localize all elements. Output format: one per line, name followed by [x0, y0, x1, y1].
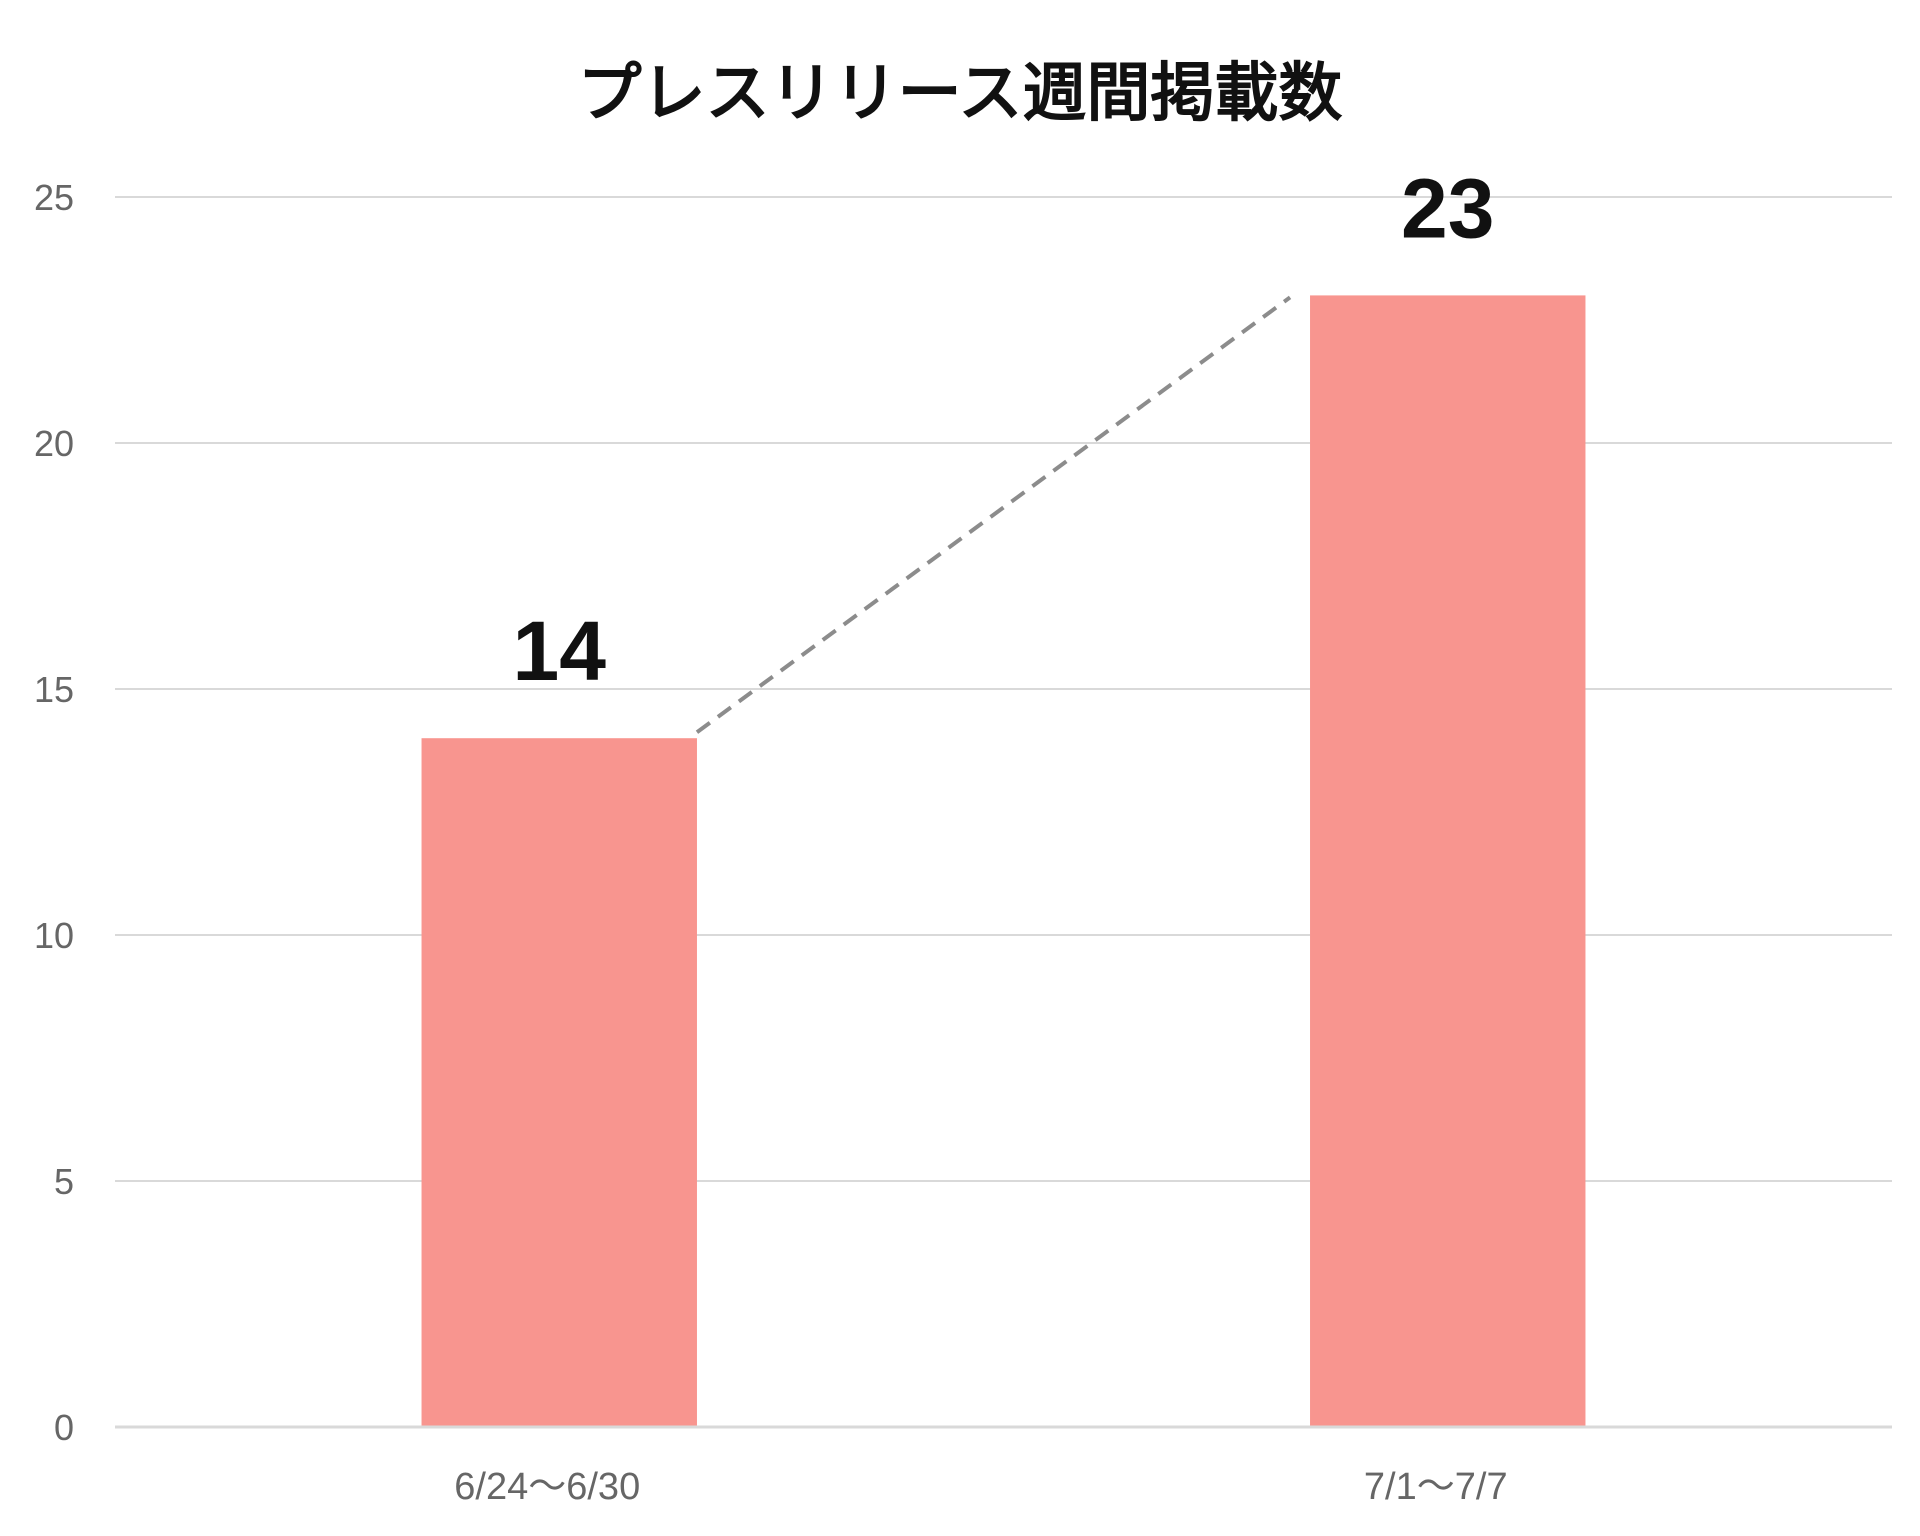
x-tick-label: 7/1〜7/7	[1364, 1466, 1508, 1508]
y-tick-label: 15	[34, 669, 74, 710]
chart-title: プレスリリース週間掲載数	[577, 57, 1343, 131]
y-tick-label: 0	[54, 1407, 74, 1448]
bar	[1310, 295, 1586, 1427]
data-label: 23	[1401, 161, 1494, 255]
y-tick-label: 5	[54, 1161, 74, 1202]
y-tick-label: 25	[34, 177, 74, 218]
bar	[421, 738, 697, 1427]
connector-line	[695, 295, 1292, 734]
data-label: 14	[513, 604, 607, 698]
y-tick-label: 20	[34, 423, 74, 464]
x-tick-label: 6/24〜6/30	[454, 1466, 640, 1508]
y-tick-label: 10	[34, 915, 74, 956]
